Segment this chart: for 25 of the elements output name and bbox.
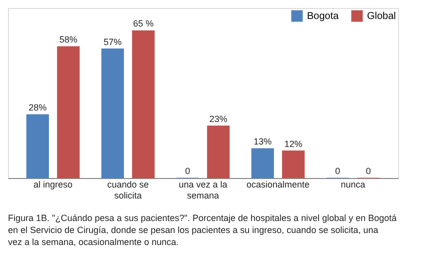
bar (207, 126, 230, 178)
bar (57, 46, 80, 178)
data-label: 0 (185, 166, 190, 176)
x-tick-label: ocasionalmente (246, 180, 310, 190)
data-label: 23% (209, 114, 228, 124)
legend-label: Bogota (307, 11, 340, 22)
data-label: 65 % (133, 18, 154, 29)
data-label: 13% (254, 136, 272, 147)
legend-label: Global (367, 11, 396, 22)
x-tick-label: al ingreso (33, 180, 73, 190)
bar (132, 30, 155, 178)
x-tick-label: una vez a la semana (178, 180, 228, 200)
data-label: 12% (284, 138, 302, 149)
data-label: 0 (335, 166, 340, 176)
x-tick-label: nunca (340, 180, 366, 190)
text: Figura 1B. "¿Cuándo pesa a sus pacientes?". Porcentaje de hospitales a nivel global y en Bogotá en el Servicio de Cirugía, donde se pesan los pacientes a su ingreso, cuando se solicita, una vez a la semana, ocasionalmente o nunca. (8, 213, 397, 247)
data-label: 58% (59, 34, 78, 45)
data-label: 57% (104, 36, 122, 47)
data-label: 0 (366, 166, 371, 176)
bar (282, 150, 305, 178)
x-tick-label: cuando se solicita (107, 180, 149, 200)
data-label: 28% (28, 102, 47, 113)
bar (26, 114, 49, 178)
bar (101, 48, 124, 178)
bar (251, 148, 274, 178)
